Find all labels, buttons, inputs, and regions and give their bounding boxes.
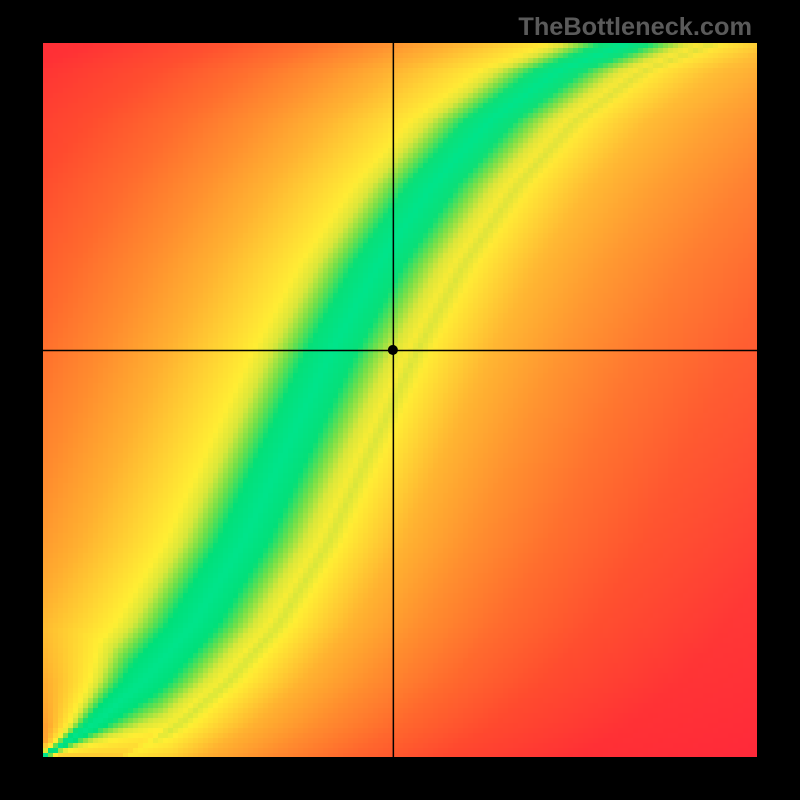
- bottleneck-heatmap: [0, 0, 800, 800]
- watermark-label: TheBottleneck.com: [518, 13, 752, 42]
